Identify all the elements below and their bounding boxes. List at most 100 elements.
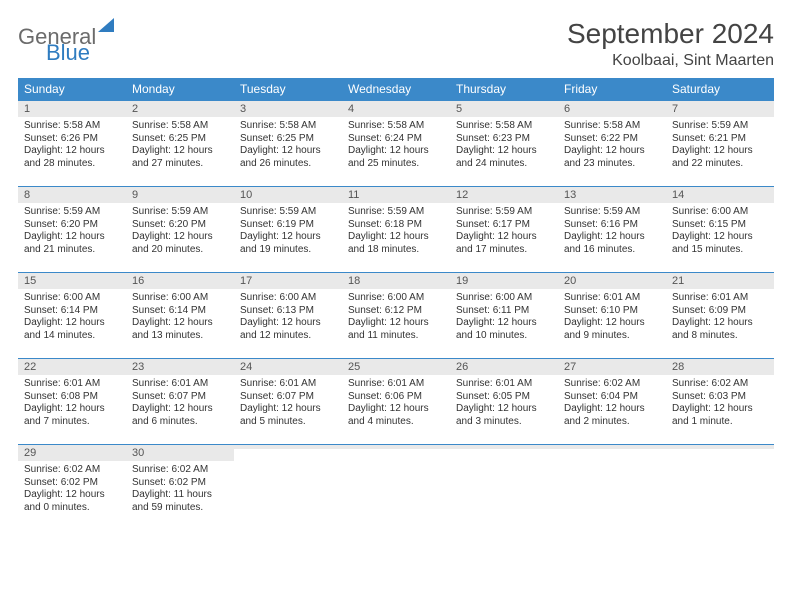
day-details: Sunrise: 5:58 AMSunset: 6:22 PMDaylight:…	[558, 117, 666, 176]
day-number: 8	[18, 187, 126, 203]
header: General Blue September 2024 Koolbaai, Si…	[18, 18, 774, 70]
sunset-text: Sunset: 6:26 PM	[24, 133, 120, 146]
calendar-cell: 19Sunrise: 6:00 AMSunset: 6:11 PMDayligh…	[450, 273, 558, 359]
day-details: Sunrise: 5:59 AMSunset: 6:20 PMDaylight:…	[18, 203, 126, 262]
calendar-cell: 5Sunrise: 5:58 AMSunset: 6:23 PMDaylight…	[450, 101, 558, 187]
calendar-cell: 6Sunrise: 5:58 AMSunset: 6:22 PMDaylight…	[558, 101, 666, 187]
calendar-cell: 26Sunrise: 6:01 AMSunset: 6:05 PMDayligh…	[450, 359, 558, 445]
day-number	[558, 445, 666, 449]
daylight-text: Daylight: 12 hours	[348, 231, 444, 244]
logo-triangle-icon	[98, 18, 114, 32]
calendar-cell: 18Sunrise: 6:00 AMSunset: 6:12 PMDayligh…	[342, 273, 450, 359]
calendar-cell: 12Sunrise: 5:59 AMSunset: 6:17 PMDayligh…	[450, 187, 558, 273]
day-number	[234, 445, 342, 449]
daylight-text: Daylight: 12 hours	[240, 403, 336, 416]
day-number: 7	[666, 101, 774, 117]
sunset-text: Sunset: 6:03 PM	[672, 391, 768, 404]
calendar-cell: 21Sunrise: 6:01 AMSunset: 6:09 PMDayligh…	[666, 273, 774, 359]
calendar-cell: 11Sunrise: 5:59 AMSunset: 6:18 PMDayligh…	[342, 187, 450, 273]
sunrise-text: Sunrise: 6:01 AM	[348, 378, 444, 391]
daylight-text: and 11 minutes.	[348, 330, 444, 343]
sunrise-text: Sunrise: 6:00 AM	[456, 292, 552, 305]
day-number	[342, 445, 450, 449]
calendar-cell: 29Sunrise: 6:02 AMSunset: 6:02 PMDayligh…	[18, 445, 126, 531]
sunset-text: Sunset: 6:10 PM	[564, 305, 660, 318]
day-number: 18	[342, 273, 450, 289]
day-number: 14	[666, 187, 774, 203]
day-number: 21	[666, 273, 774, 289]
sunset-text: Sunset: 6:13 PM	[240, 305, 336, 318]
sunrise-text: Sunrise: 5:59 AM	[348, 206, 444, 219]
day-details: Sunrise: 5:59 AMSunset: 6:21 PMDaylight:…	[666, 117, 774, 176]
day-details: Sunrise: 6:02 AMSunset: 6:02 PMDaylight:…	[18, 461, 126, 520]
daylight-text: Daylight: 11 hours	[132, 489, 228, 502]
day-number: 1	[18, 101, 126, 117]
daylight-text: Daylight: 12 hours	[132, 231, 228, 244]
sunset-text: Sunset: 6:07 PM	[240, 391, 336, 404]
sunset-text: Sunset: 6:11 PM	[456, 305, 552, 318]
day-number: 13	[558, 187, 666, 203]
day-number: 16	[126, 273, 234, 289]
day-details: Sunrise: 5:58 AMSunset: 6:25 PMDaylight:…	[126, 117, 234, 176]
day-details: Sunrise: 6:01 AMSunset: 6:10 PMDaylight:…	[558, 289, 666, 348]
day-details: Sunrise: 6:01 AMSunset: 6:05 PMDaylight:…	[450, 375, 558, 434]
calendar-cell: 23Sunrise: 6:01 AMSunset: 6:07 PMDayligh…	[126, 359, 234, 445]
calendar-cell: 14Sunrise: 6:00 AMSunset: 6:15 PMDayligh…	[666, 187, 774, 273]
sunrise-text: Sunrise: 6:00 AM	[24, 292, 120, 305]
daylight-text: Daylight: 12 hours	[348, 403, 444, 416]
sunrise-text: Sunrise: 5:58 AM	[456, 120, 552, 133]
day-header: Monday	[126, 78, 234, 101]
day-header: Thursday	[450, 78, 558, 101]
sunset-text: Sunset: 6:02 PM	[132, 477, 228, 490]
sunrise-text: Sunrise: 5:59 AM	[672, 120, 768, 133]
sunrise-text: Sunrise: 6:00 AM	[348, 292, 444, 305]
day-number: 2	[126, 101, 234, 117]
daylight-text: and 21 minutes.	[24, 244, 120, 257]
day-number: 23	[126, 359, 234, 375]
calendar-cell: 27Sunrise: 6:02 AMSunset: 6:04 PMDayligh…	[558, 359, 666, 445]
sunset-text: Sunset: 6:14 PM	[132, 305, 228, 318]
day-number: 22	[18, 359, 126, 375]
calendar-cell: 17Sunrise: 6:00 AMSunset: 6:13 PMDayligh…	[234, 273, 342, 359]
logo: General Blue	[18, 18, 114, 63]
day-details: Sunrise: 6:00 AMSunset: 6:13 PMDaylight:…	[234, 289, 342, 348]
daylight-text: and 16 minutes.	[564, 244, 660, 257]
day-details: Sunrise: 6:00 AMSunset: 6:14 PMDaylight:…	[18, 289, 126, 348]
logo-text-blue: Blue	[46, 43, 114, 63]
day-details: Sunrise: 6:01 AMSunset: 6:07 PMDaylight:…	[126, 375, 234, 434]
sunset-text: Sunset: 6:06 PM	[348, 391, 444, 404]
sunrise-text: Sunrise: 5:58 AM	[564, 120, 660, 133]
day-details: Sunrise: 5:59 AMSunset: 6:19 PMDaylight:…	[234, 203, 342, 262]
day-details: Sunrise: 6:01 AMSunset: 6:08 PMDaylight:…	[18, 375, 126, 434]
day-details: Sunrise: 6:00 AMSunset: 6:14 PMDaylight:…	[126, 289, 234, 348]
day-details: Sunrise: 5:59 AMSunset: 6:16 PMDaylight:…	[558, 203, 666, 262]
daylight-text: and 23 minutes.	[564, 158, 660, 171]
daylight-text: Daylight: 12 hours	[132, 403, 228, 416]
sunrise-text: Sunrise: 5:59 AM	[456, 206, 552, 219]
sunrise-text: Sunrise: 6:02 AM	[672, 378, 768, 391]
daylight-text: Daylight: 12 hours	[240, 317, 336, 330]
daylight-text: Daylight: 12 hours	[24, 231, 120, 244]
daylight-text: Daylight: 12 hours	[24, 145, 120, 158]
sunrise-text: Sunrise: 5:59 AM	[24, 206, 120, 219]
sunset-text: Sunset: 6:14 PM	[24, 305, 120, 318]
sunset-text: Sunset: 6:20 PM	[24, 219, 120, 232]
day-header: Saturday	[666, 78, 774, 101]
daylight-text: Daylight: 12 hours	[564, 231, 660, 244]
daylight-text: Daylight: 12 hours	[672, 145, 768, 158]
daylight-text: and 3 minutes.	[456, 416, 552, 429]
daylight-text: and 24 minutes.	[456, 158, 552, 171]
calendar-week: 15Sunrise: 6:00 AMSunset: 6:14 PMDayligh…	[18, 273, 774, 359]
sunrise-text: Sunrise: 5:58 AM	[348, 120, 444, 133]
sunset-text: Sunset: 6:16 PM	[564, 219, 660, 232]
sunrise-text: Sunrise: 6:01 AM	[564, 292, 660, 305]
daylight-text: and 14 minutes.	[24, 330, 120, 343]
sunset-text: Sunset: 6:09 PM	[672, 305, 768, 318]
day-details: Sunrise: 5:58 AMSunset: 6:24 PMDaylight:…	[342, 117, 450, 176]
day-number	[666, 445, 774, 449]
calendar-cell: 16Sunrise: 6:00 AMSunset: 6:14 PMDayligh…	[126, 273, 234, 359]
sunset-text: Sunset: 6:25 PM	[240, 133, 336, 146]
sunrise-text: Sunrise: 6:01 AM	[672, 292, 768, 305]
day-details: Sunrise: 5:59 AMSunset: 6:17 PMDaylight:…	[450, 203, 558, 262]
sunset-text: Sunset: 6:15 PM	[672, 219, 768, 232]
